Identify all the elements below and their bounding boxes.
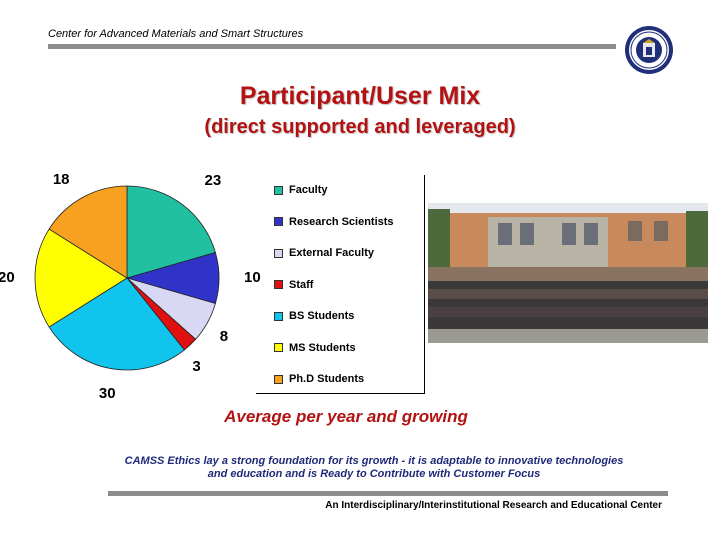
- legend-item: External Faculty: [274, 247, 374, 259]
- pie-chart: [34, 185, 220, 371]
- header-rule: [48, 44, 616, 49]
- pie-slice-ms-students: [34, 228, 128, 328]
- legend-label: BS Students: [289, 310, 355, 322]
- legend-swatch: [274, 185, 283, 195]
- header-title: Center for Advanced Materials and Smart …: [48, 28, 304, 40]
- legend-item: BS Students: [274, 310, 354, 322]
- legend-label: Research Scientists: [289, 215, 394, 228]
- legend-item: Ph.D Students: [274, 373, 364, 385]
- legend-swatch: [274, 217, 283, 226]
- pie-value-label: 23: [204, 171, 222, 189]
- footer-text: An Interdisciplinary/Interinstitutional …: [325, 500, 662, 511]
- legend-swatch: [274, 280, 283, 289]
- footer-rule: [108, 491, 668, 496]
- legend-swatch: [274, 311, 283, 321]
- legend-label: Faculty: [289, 184, 328, 196]
- pie-value-label: 10: [244, 269, 261, 286]
- body-line-2: and education and is Ready to Contribute…: [207, 468, 541, 480]
- group-photo-icon: [428, 203, 708, 343]
- legend-item: Research Scientists: [274, 216, 394, 228]
- legend-label: Ph.D Students: [289, 373, 365, 385]
- pie-value-label: 20: [0, 269, 15, 286]
- pie-value-label: 18: [52, 171, 70, 189]
- page-subtitle: (direct supported and leveraged): [204, 116, 516, 138]
- pie-slice-ph-d-students: [48, 185, 128, 279]
- body-text: CAMSS Ethics lay a strong foundation for…: [60, 455, 688, 481]
- legend-frame: [256, 175, 425, 394]
- university-seal-icon: [625, 26, 673, 74]
- legend-item: Faculty: [274, 184, 328, 196]
- pie-slice-faculty: [126, 185, 216, 279]
- pie-value-label: 30: [98, 385, 116, 403]
- legend-item: Staff: [274, 279, 313, 291]
- legend-label: Staff: [289, 278, 314, 291]
- pie-slice-bs-students: [48, 277, 185, 371]
- legend-item: MS Students: [274, 342, 356, 354]
- pie-value-label: 8: [219, 328, 229, 346]
- legend-label: External Faculty: [289, 247, 374, 259]
- legend-label: MS Students: [289, 341, 356, 354]
- legend-swatch: [274, 343, 283, 352]
- body-line-1: CAMSS Ethics lay a strong foundation for…: [124, 455, 624, 467]
- page-title: Participant/User Mix: [239, 82, 481, 110]
- legend-swatch: [274, 374, 283, 384]
- pie-value-label: 3: [192, 357, 201, 375]
- legend-swatch: [274, 248, 283, 258]
- chart-caption: Average per year and growing: [224, 407, 468, 426]
